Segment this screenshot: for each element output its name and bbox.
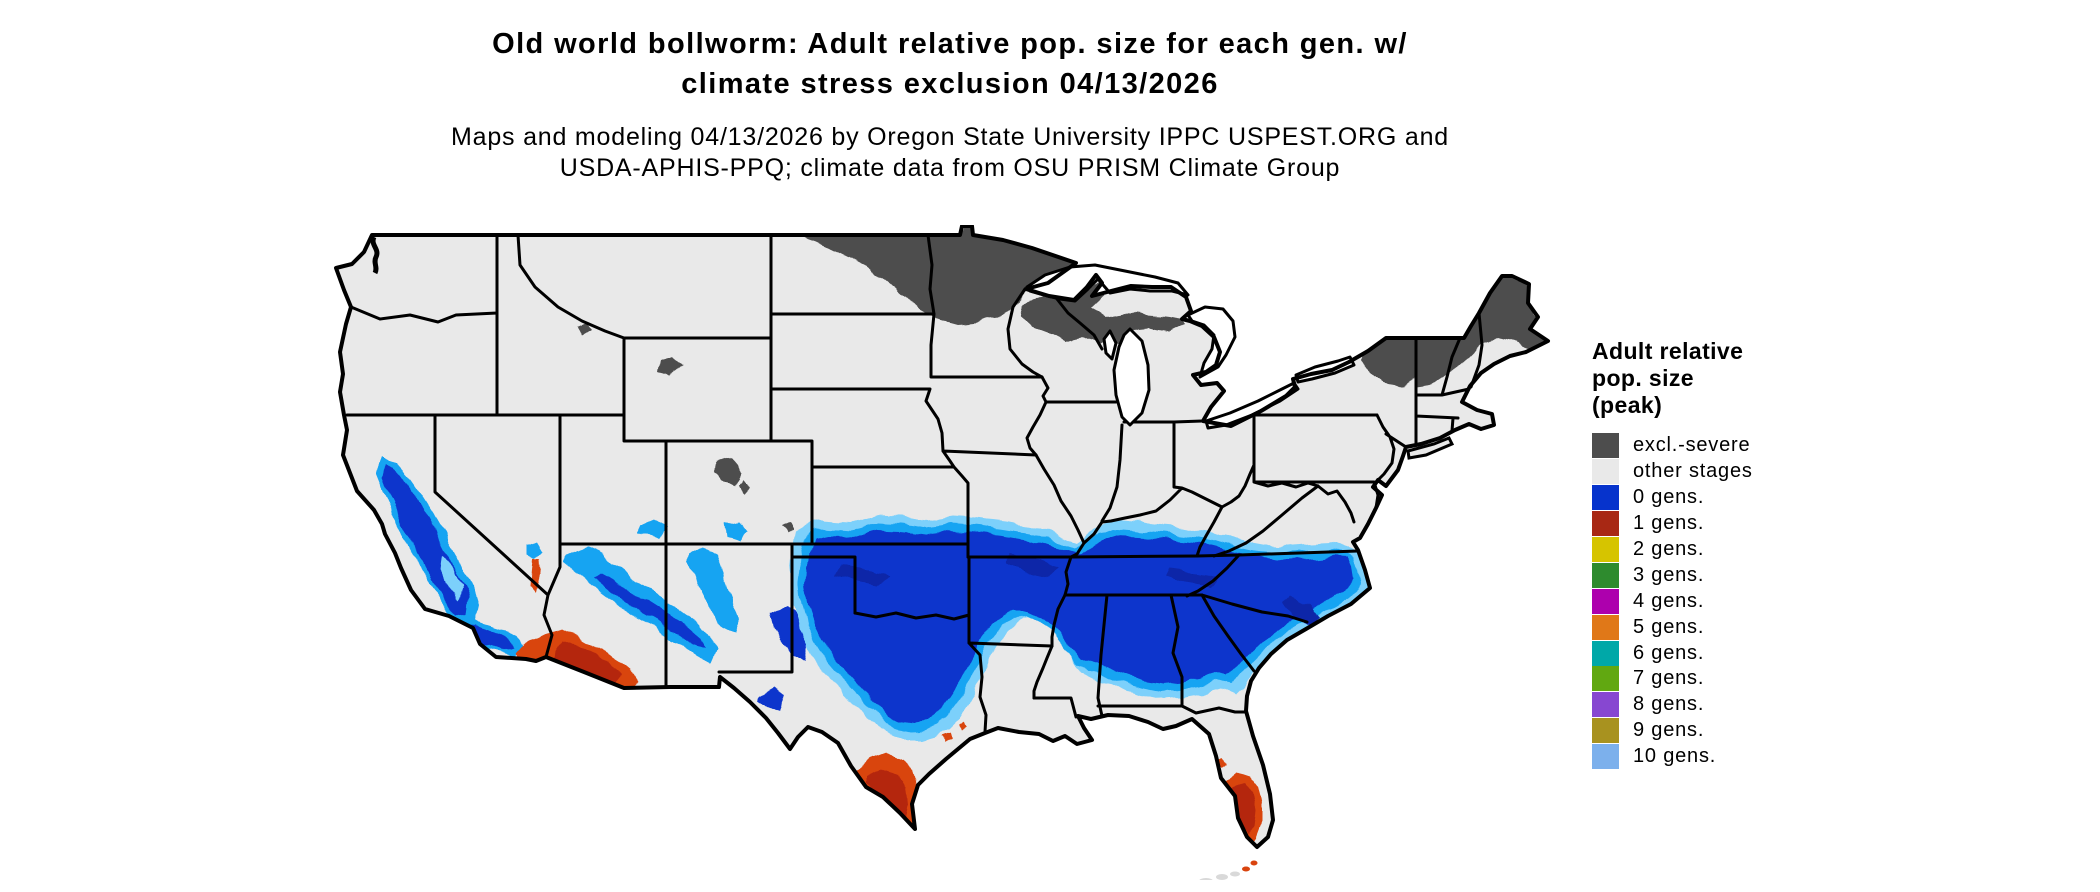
legend-item: 8 gens. (1592, 692, 1852, 718)
legend-swatch (1592, 459, 1619, 485)
page-title: Old world bollworm: Adult relative pop. … (0, 24, 1900, 104)
title-line-2: climate stress exclusion 04/13/2026 (681, 68, 1219, 100)
map-legend: Adult relative pop. size (peak) excl.-se… (1592, 338, 1852, 770)
legend-swatch (1592, 692, 1619, 718)
legend-title-line-2: pop. size (1592, 365, 1695, 391)
legend-label: 0 gens. (1633, 486, 1705, 509)
legend-swatch (1592, 718, 1619, 744)
legend-item: 2 gens. (1592, 537, 1852, 563)
legend-label: 2 gens. (1633, 538, 1705, 560)
legend-label: 7 gens. (1633, 667, 1705, 690)
legend-swatch (1592, 433, 1619, 459)
subtitle-line-1: Maps and modeling 04/13/2026 by Oregon S… (451, 123, 1449, 151)
legend-item: 0 gens. (1592, 485, 1852, 511)
long-island (1406, 436, 1455, 460)
legend-item: 5 gens. (1592, 614, 1852, 640)
legend-item: 9 gens. (1592, 718, 1852, 744)
legend-label: 3 gens. (1633, 563, 1705, 586)
legend-label: 4 gens. (1633, 589, 1705, 612)
legend-swatch (1592, 614, 1619, 640)
legend-swatch (1592, 666, 1619, 692)
legend-swatch (1592, 562, 1619, 588)
legend-label: 5 gens. (1633, 615, 1705, 638)
legend-item: 3 gens. (1592, 562, 1852, 588)
legend-item: 6 gens. (1592, 640, 1852, 666)
legend-title-line-3: (peak) (1592, 392, 1663, 418)
legend-label: 1 gens. (1633, 512, 1705, 535)
state-boundaries (345, 233, 1484, 734)
legend-label: excl.-severe (1633, 434, 1751, 457)
legend-item: 1 gens. (1592, 511, 1852, 537)
us-map-container (330, 224, 1560, 884)
legend-label: 9 gens. (1633, 719, 1705, 742)
legend-items: excl.-severe other stages 0 gens. 1 gens… (1592, 433, 1852, 770)
legend-swatch (1592, 537, 1619, 562)
legend-item: 4 gens. (1592, 588, 1852, 614)
conus-outline (334, 224, 1550, 849)
legend-item: other stages (1592, 459, 1852, 485)
legend-title-line-1: Adult relative (1592, 338, 1744, 364)
legend-label: 8 gens. (1633, 693, 1705, 716)
legend-item: 10 gens. (1592, 744, 1852, 770)
legend-item: 7 gens. (1592, 666, 1852, 692)
legend-label: other stages (1633, 460, 1753, 483)
legend-label: 10 gens. (1633, 745, 1717, 768)
puget-sound (370, 235, 380, 275)
green-bay (1102, 329, 1118, 361)
legend-swatch (1592, 744, 1619, 770)
legend-item: excl.-severe (1592, 433, 1852, 459)
subtitle-line-2: USDA-APHIS-PPQ; climate data from OSU PR… (559, 154, 1341, 182)
legend-swatch (1592, 485, 1619, 511)
us-map (334, 224, 1550, 884)
title-line-1: Old world bollworm: Adult relative pop. … (492, 28, 1408, 60)
florida-keys (1199, 860, 1258, 884)
legend-swatch (1592, 640, 1619, 666)
legend-title: Adult relative pop. size (peak) (1592, 338, 1852, 419)
legend-label: 6 gens. (1633, 641, 1705, 664)
legend-swatch (1592, 511, 1619, 537)
lake-michigan (1112, 327, 1151, 427)
subtitle: Maps and modeling 04/13/2026 by Oregon S… (0, 122, 1900, 184)
legend-swatch (1592, 588, 1619, 614)
